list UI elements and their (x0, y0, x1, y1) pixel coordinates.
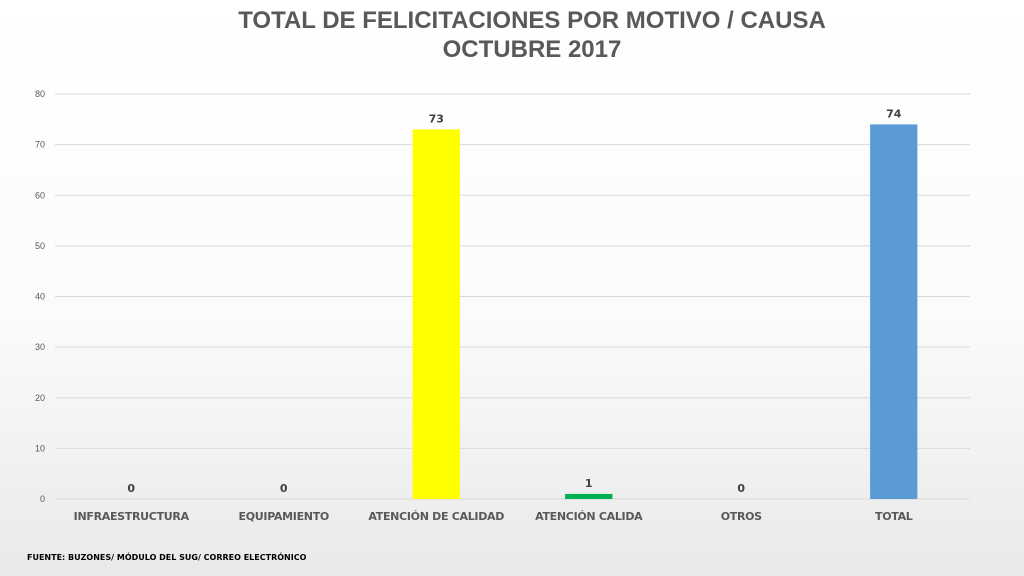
y-tick-label: 70 (35, 140, 45, 150)
y-axis-ticks: 0 10 20 30 40 50 60 70 80 (35, 89, 45, 504)
chart-title: TOTAL DE FELICITACIONES POR MOTIVO / CAU… (0, 6, 1024, 64)
y-tick-label: 20 (35, 393, 45, 403)
y-tick-label: 30 (35, 342, 45, 352)
x-tick-label: INFRAESTRUCTURA (74, 510, 190, 523)
gridlines (55, 93, 970, 500)
bar (412, 129, 460, 499)
chart-title-line2: OCTUBRE 2017 (442, 36, 622, 63)
x-tick-label: TOTAL (875, 510, 913, 523)
data-label: 0 (127, 482, 135, 495)
data-label: 74 (886, 107, 902, 120)
y-tick-label: 60 (35, 190, 45, 200)
x-tick-label: ATENCIÓN CALIDA (535, 510, 643, 523)
source-note: FUENTE: BUZONES/ MÓDULO DEL SUG/ CORREO … (27, 553, 307, 562)
x-axis-ticks: INFRAESTRUCTURA EQUIPAMIENTO ATENCIÓN DE C… (74, 510, 913, 523)
chart-title-line1: TOTAL DE FELICITACIONES POR MOTIVO / CAU… (238, 7, 826, 34)
bar (565, 493, 613, 499)
data-label: 73 (429, 112, 444, 125)
y-tick-label: 40 (35, 292, 45, 302)
x-tick-label: ATENCIÓN DE CALIDAD (368, 510, 504, 523)
y-tick-label: 10 (35, 443, 45, 453)
data-labels: 0 0 73 1 0 74 (127, 107, 901, 495)
bar (870, 124, 918, 499)
bars (412, 124, 918, 499)
x-tick-label: OTROS (721, 510, 762, 523)
x-tick-label: EQUIPAMIENTO (239, 510, 329, 523)
data-label: 0 (280, 482, 288, 495)
data-label: 1 (585, 477, 593, 490)
y-tick-label: 50 (35, 241, 45, 251)
data-label: 0 (737, 482, 745, 495)
y-tick-label: 80 (35, 89, 45, 99)
y-tick-label: 0 (40, 494, 45, 504)
